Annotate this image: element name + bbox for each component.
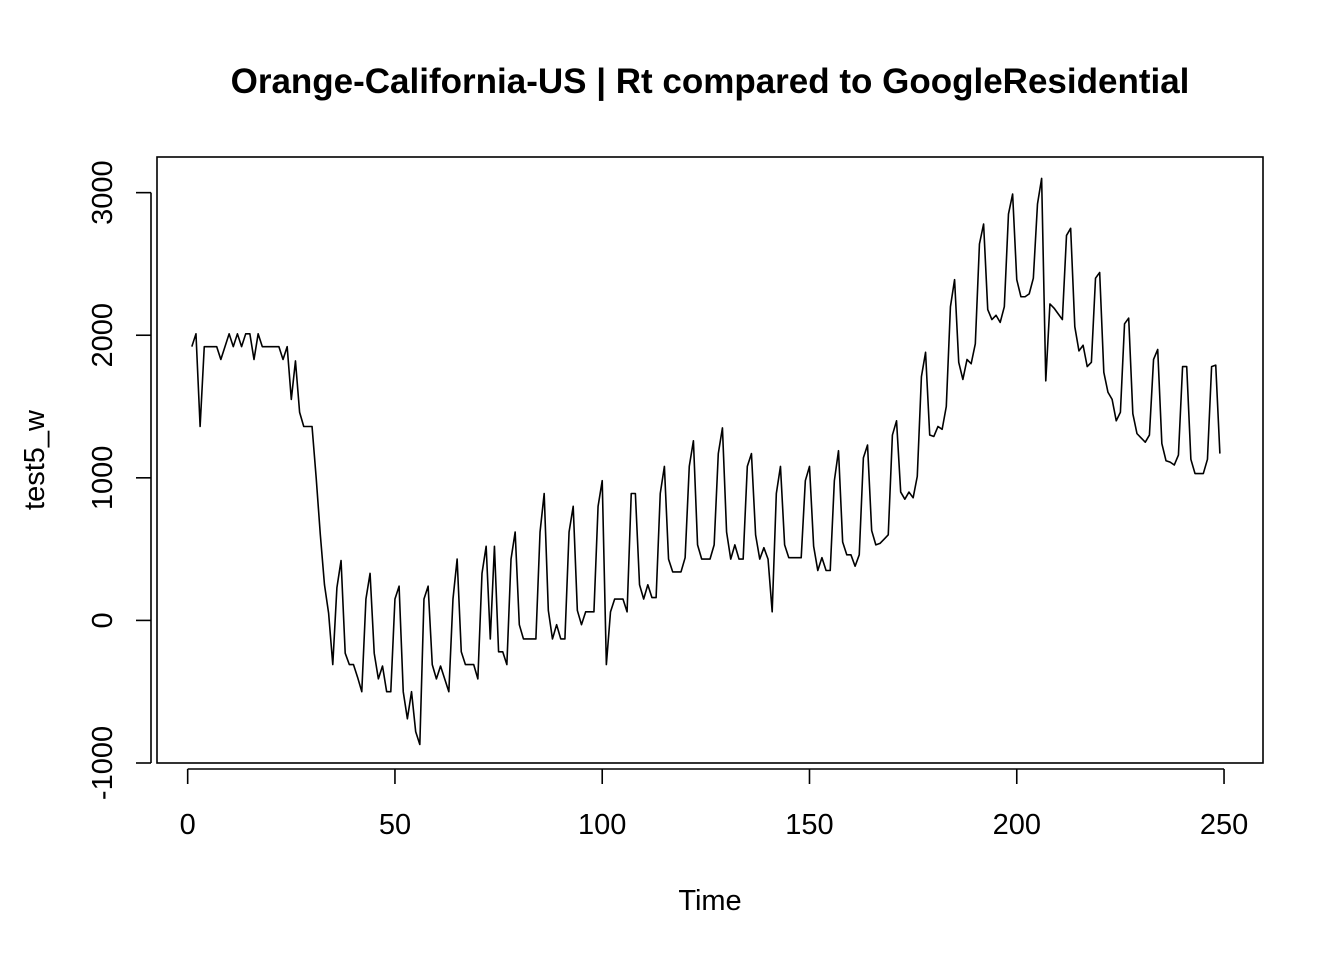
y-tick-label: 2000 bbox=[87, 303, 119, 368]
x-tick-label: 0 bbox=[180, 809, 196, 841]
y-axis: -1000 0 1000 2000 3000 bbox=[87, 160, 152, 800]
series-line-test5-w bbox=[191, 177, 1221, 746]
plot-area-frame bbox=[156, 156, 1264, 764]
x-axis-label: Time bbox=[678, 885, 741, 917]
x-tick-label: 250 bbox=[1200, 809, 1248, 841]
x-tick-label: 200 bbox=[993, 809, 1041, 841]
x-axis: 0 50 100 150 200 250 bbox=[180, 768, 1248, 841]
y-axis-label: test5_w bbox=[19, 409, 51, 510]
x-tick-label: 50 bbox=[379, 809, 411, 841]
y-tick-label: 0 bbox=[87, 612, 119, 628]
y-tick-label: -1000 bbox=[87, 726, 119, 800]
y-tick-label: 3000 bbox=[87, 160, 119, 225]
x-tick-label: 100 bbox=[578, 809, 626, 841]
y-tick-label: 1000 bbox=[87, 446, 119, 511]
chart-title: Orange-California-US | Rt compared to Go… bbox=[231, 62, 1190, 101]
x-tick-label: 150 bbox=[785, 809, 833, 841]
